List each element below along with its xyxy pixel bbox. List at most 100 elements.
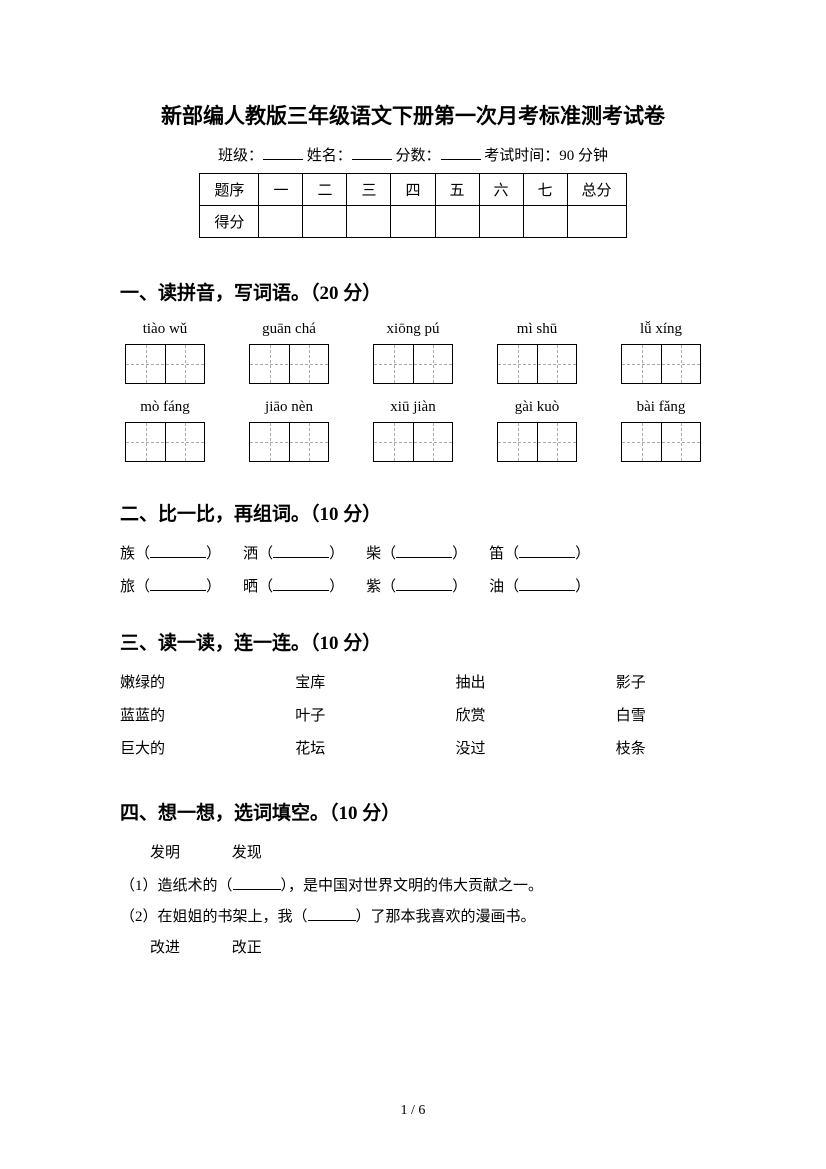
time-label: 考试时间：90 分钟 — [484, 148, 608, 164]
page-title: 新部编人教版三年级语文下册第一次月考标准测考试卷 — [120, 100, 706, 130]
answer-box[interactable] — [621, 422, 701, 462]
score-cell[interactable] — [347, 206, 391, 238]
pinyin-label: mì shū — [492, 321, 582, 338]
table-header: 二 — [303, 174, 347, 206]
pinyin-label: mò fáng — [120, 399, 210, 416]
score-cell[interactable] — [567, 206, 626, 238]
q3-item: 叶子 — [295, 704, 385, 725]
score-label: 分数： — [396, 148, 441, 164]
q3-item: 欣赏 — [456, 704, 546, 725]
q4-option: 改进 — [150, 940, 180, 956]
q4-text: ），是中国对世界文明的伟大贡献之一。 — [281, 878, 544, 894]
q1-row1: tiào wǔ guān chá xiōng pú mì shū lǚ xíng — [120, 321, 706, 389]
pinyin-label: bài fǎng — [616, 399, 706, 416]
q3-grid: 嫩绿的 宝库 抽出 影子 蓝蓝的 叶子 欣赏 白雪 巨大的 花坛 没过 枝条 — [120, 671, 706, 758]
q3-item: 巨大的 — [120, 737, 225, 758]
q3-item: 没过 — [456, 737, 546, 758]
q2-row2: 旅（） 晒（） 紫（） 油（） — [120, 575, 706, 596]
q3-item: 白雪 — [616, 704, 706, 725]
score-table: 题序 一 二 三 四 五 六 七 总分 得分 — [199, 173, 626, 238]
q3-item: 影子 — [616, 671, 706, 692]
table-header: 六 — [479, 174, 523, 206]
answer-box[interactable] — [497, 344, 577, 384]
answer-box[interactable] — [497, 422, 577, 462]
answer-blank[interactable] — [233, 876, 281, 890]
q2-row1: 族（） 洒（） 柴（） 笛（） — [120, 542, 706, 563]
q4-text: ）了那本我喜欢的漫画书。 — [356, 909, 536, 925]
answer-box[interactable] — [125, 344, 205, 384]
answer-blank[interactable] — [273, 577, 329, 591]
q4-option: 发现 — [232, 845, 262, 861]
score-cell[interactable] — [259, 206, 303, 238]
answer-box[interactable] — [249, 344, 329, 384]
answer-blank[interactable] — [273, 544, 329, 558]
question-4: 四、想一想，选词填空。（10 分） 发明 发现 （1）造纸术的（ ），是中国对世界… — [120, 798, 706, 957]
q1-row2: mò fáng jiāo nèn xiū jiàn gài kuò bài fǎ… — [120, 399, 706, 467]
class-label: 班级： — [218, 148, 263, 164]
question-2: 二、比一比，再组词。（10 分） 族（） 洒（） 柴（） 笛（） 旅（） 晒（）… — [120, 499, 706, 596]
score-cell[interactable] — [479, 206, 523, 238]
score-cell[interactable] — [435, 206, 479, 238]
q3-heading: 三、读一读，连一连。（10 分） — [120, 628, 706, 655]
question-3: 三、读一读，连一连。（10 分） 嫩绿的 宝库 抽出 影子 蓝蓝的 叶子 欣赏 … — [120, 628, 706, 758]
q4-options1: 发明 发现 — [150, 841, 706, 862]
q2-char: 旅 — [120, 575, 135, 596]
table-header: 四 — [391, 174, 435, 206]
q2-char: 紫 — [366, 575, 381, 596]
q2-char: 柴 — [366, 542, 381, 563]
answer-blank[interactable] — [519, 544, 575, 558]
pinyin-label: lǚ xíng — [616, 321, 706, 338]
table-row-label: 得分 — [200, 206, 259, 238]
q3-item: 抽出 — [456, 671, 546, 692]
pinyin-label: xiōng pú — [368, 321, 458, 338]
class-blank[interactable] — [263, 144, 303, 160]
q4-text: （1）造纸术的（ — [120, 878, 233, 894]
q3-item: 宝库 — [295, 671, 385, 692]
score-cell[interactable] — [391, 206, 435, 238]
score-cell[interactable] — [523, 206, 567, 238]
q3-item: 嫩绿的 — [120, 671, 225, 692]
q2-char: 族 — [120, 542, 135, 563]
pinyin-label: jiāo nèn — [244, 399, 334, 416]
answer-blank[interactable] — [519, 577, 575, 591]
q3-item: 花坛 — [295, 737, 385, 758]
answer-blank[interactable] — [150, 544, 206, 558]
pinyin-label: guān chá — [244, 321, 334, 338]
table-header: 一 — [259, 174, 303, 206]
q4-heading: 四、想一想，选词填空。（10 分） — [120, 798, 706, 825]
score-blank[interactable] — [441, 144, 481, 160]
q2-char: 洒 — [243, 542, 258, 563]
pinyin-label: xiū jiàn — [368, 399, 458, 416]
question-1: 一、读拼音，写词语。（20 分） tiào wǔ guān chá xiōng … — [120, 278, 706, 467]
pinyin-label: gài kuò — [492, 399, 582, 416]
answer-blank[interactable] — [308, 907, 356, 921]
q2-char: 笛 — [489, 542, 504, 563]
q4-option: 发明 — [150, 845, 180, 861]
pinyin-label: tiào wǔ — [120, 321, 210, 338]
score-cell[interactable] — [303, 206, 347, 238]
answer-box[interactable] — [373, 422, 453, 462]
q3-item: 蓝蓝的 — [120, 704, 225, 725]
q4-text: （2）在姐姐的书架上，我（ — [120, 909, 308, 925]
table-header: 题序 — [200, 174, 259, 206]
q2-char: 晒 — [243, 575, 258, 596]
name-blank[interactable] — [352, 144, 392, 160]
q4-options2: 改进 改正 — [150, 936, 706, 957]
answer-box[interactable] — [125, 422, 205, 462]
name-label: 姓名： — [307, 148, 352, 164]
q2-char: 油 — [489, 575, 504, 596]
answer-blank[interactable] — [396, 577, 452, 591]
answer-box[interactable] — [373, 344, 453, 384]
answer-blank[interactable] — [396, 544, 452, 558]
table-header: 五 — [435, 174, 479, 206]
answer-blank[interactable] — [150, 577, 206, 591]
exam-info: 班级： 姓名： 分数： 考试时间：90 分钟 — [120, 144, 706, 165]
page-footer: 1 / 6 — [0, 1103, 826, 1119]
answer-box[interactable] — [249, 422, 329, 462]
table-header: 七 — [523, 174, 567, 206]
answer-box[interactable] — [621, 344, 701, 384]
q2-heading: 二、比一比，再组词。（10 分） — [120, 499, 706, 526]
q4-option: 改正 — [232, 940, 262, 956]
table-header: 总分 — [567, 174, 626, 206]
q1-heading: 一、读拼音，写词语。（20 分） — [120, 278, 706, 305]
